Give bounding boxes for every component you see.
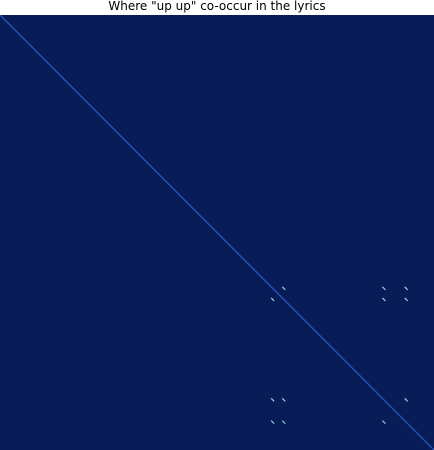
chart-title: Where "up up" co-occur in the lyrics — [108, 0, 326, 13]
diagonal-line — [0, 15, 434, 450]
match-cell — [404, 297, 409, 302]
co-occurrence-heatmap — [0, 15, 434, 450]
match-cell — [381, 286, 386, 291]
match-cell — [404, 397, 409, 402]
heatmap-cells — [0, 15, 434, 450]
match-cell — [381, 420, 386, 425]
match-cell — [270, 297, 275, 302]
match-cell — [270, 397, 275, 402]
match-cell — [281, 286, 286, 291]
match-cell — [281, 420, 286, 425]
match-cell — [270, 420, 275, 425]
match-cell — [281, 397, 286, 402]
match-cell — [404, 286, 409, 291]
match-cell — [381, 297, 386, 302]
